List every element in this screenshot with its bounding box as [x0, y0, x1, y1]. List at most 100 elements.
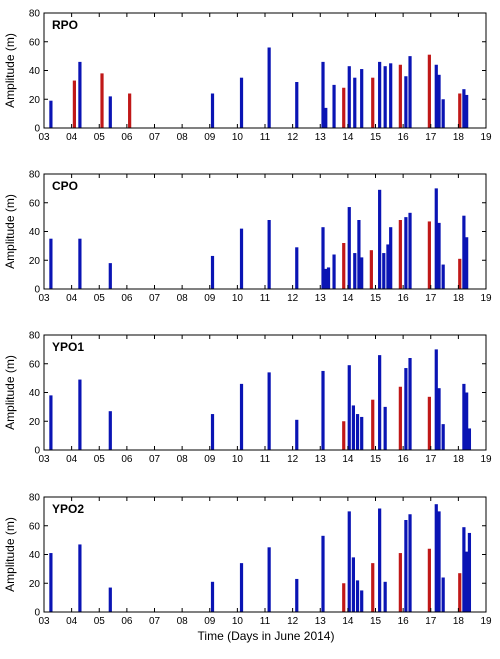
bar — [108, 263, 112, 290]
bar — [210, 414, 215, 450]
bar — [427, 221, 431, 289]
x-tick-label: 04 — [66, 293, 78, 304]
bar — [462, 215, 466, 289]
y-tick-label: 60 — [29, 37, 41, 48]
bar — [239, 383, 244, 451]
bar — [462, 89, 466, 128]
bar — [210, 93, 215, 128]
bar — [239, 563, 244, 613]
bar — [458, 93, 462, 128]
bar — [321, 227, 325, 289]
x-tick-label: 13 — [315, 293, 327, 304]
bar — [465, 94, 469, 128]
bar — [342, 87, 346, 128]
bar — [369, 250, 373, 289]
bar — [108, 411, 112, 450]
x-tick-label: 07 — [149, 616, 161, 627]
bar — [355, 580, 360, 613]
bar — [347, 365, 351, 450]
bar — [321, 61, 325, 129]
bar — [382, 253, 386, 289]
x-tick-label: 07 — [149, 454, 161, 465]
bar — [371, 77, 375, 128]
x-tick-label: 04 — [66, 616, 78, 627]
x-tick-label: 03 — [38, 454, 50, 465]
bar — [427, 54, 431, 128]
bar — [353, 77, 357, 128]
x-tick-label: 05 — [94, 132, 106, 143]
bar — [389, 63, 393, 129]
chart-panel-cpo: 03 04 05 06 07 08 09 10 11 12 13 14 15 16 17 18 19 0 20 40 6… — [3, 170, 492, 305]
bar — [458, 573, 462, 612]
y-tick-label: 80 — [29, 9, 41, 20]
panel-title: RPO — [52, 18, 78, 32]
x-tick-label: 09 — [204, 616, 216, 627]
y-tick-label: 40 — [29, 66, 41, 77]
y-tick-label: 80 — [29, 493, 41, 504]
x-tick-label: 19 — [480, 293, 492, 304]
bar — [441, 424, 445, 451]
x-tick-label: 18 — [453, 132, 465, 143]
x-tick-label: 05 — [94, 616, 106, 627]
x-tick-label: 08 — [177, 616, 189, 627]
bar — [324, 268, 328, 290]
bar — [353, 253, 357, 289]
x-tick-label: 16 — [398, 454, 410, 465]
y-axis-title: Amplitude (m) — [3, 355, 17, 430]
bar — [267, 372, 271, 451]
bar — [324, 107, 328, 129]
bar — [49, 100, 53, 128]
bar — [78, 238, 82, 289]
bar — [49, 395, 53, 451]
bar — [78, 61, 82, 129]
bar — [465, 237, 469, 289]
y-tick-label: 60 — [29, 198, 41, 209]
bar — [347, 511, 351, 613]
x-tick-label: 03 — [38, 132, 50, 143]
x-tick-label: 08 — [177, 293, 189, 304]
bar — [437, 74, 441, 128]
bar — [389, 227, 393, 289]
bar — [441, 264, 445, 289]
x-tick-label: 16 — [398, 132, 410, 143]
x-tick-label: 12 — [287, 293, 299, 304]
x-tick-label: 15 — [370, 132, 382, 143]
x-tick-label: 03 — [38, 616, 50, 627]
bar — [437, 511, 441, 613]
bar — [347, 207, 351, 289]
bar — [108, 587, 112, 612]
y-tick-label: 40 — [29, 388, 41, 399]
bar — [267, 220, 271, 289]
x-tick-label: 06 — [121, 616, 133, 627]
bar — [295, 82, 299, 128]
panel-title: YPO2 — [52, 502, 84, 516]
x-tick-label: 05 — [94, 293, 106, 304]
bar — [467, 532, 472, 612]
x-tick-label: 10 — [232, 616, 244, 627]
bar — [295, 578, 299, 612]
bar — [404, 368, 408, 450]
bar — [404, 217, 408, 290]
bar — [437, 222, 441, 290]
chart-panel-ypo2: 03 04 05 06 07 08 09 10 11 12 13 14 15 16 17 18 19 0 20 40 6… — [3, 493, 492, 628]
y-axis-title: Amplitude (m) — [3, 517, 17, 592]
bar — [427, 396, 431, 450]
bar — [295, 247, 299, 289]
bar — [342, 421, 346, 450]
bar — [398, 553, 402, 612]
bar — [458, 258, 462, 289]
bar — [360, 69, 364, 128]
bar — [78, 379, 82, 450]
bar — [360, 416, 364, 450]
bar — [360, 257, 364, 290]
panel-title: CPO — [52, 179, 78, 193]
bar — [321, 370, 325, 450]
y-tick-label: 0 — [34, 608, 40, 619]
bar — [441, 99, 445, 128]
y-tick-label: 20 — [29, 256, 41, 267]
bar — [378, 61, 382, 129]
x-tick-label: 11 — [260, 454, 271, 465]
bar — [321, 535, 325, 612]
x-tick-label: 17 — [425, 293, 437, 304]
